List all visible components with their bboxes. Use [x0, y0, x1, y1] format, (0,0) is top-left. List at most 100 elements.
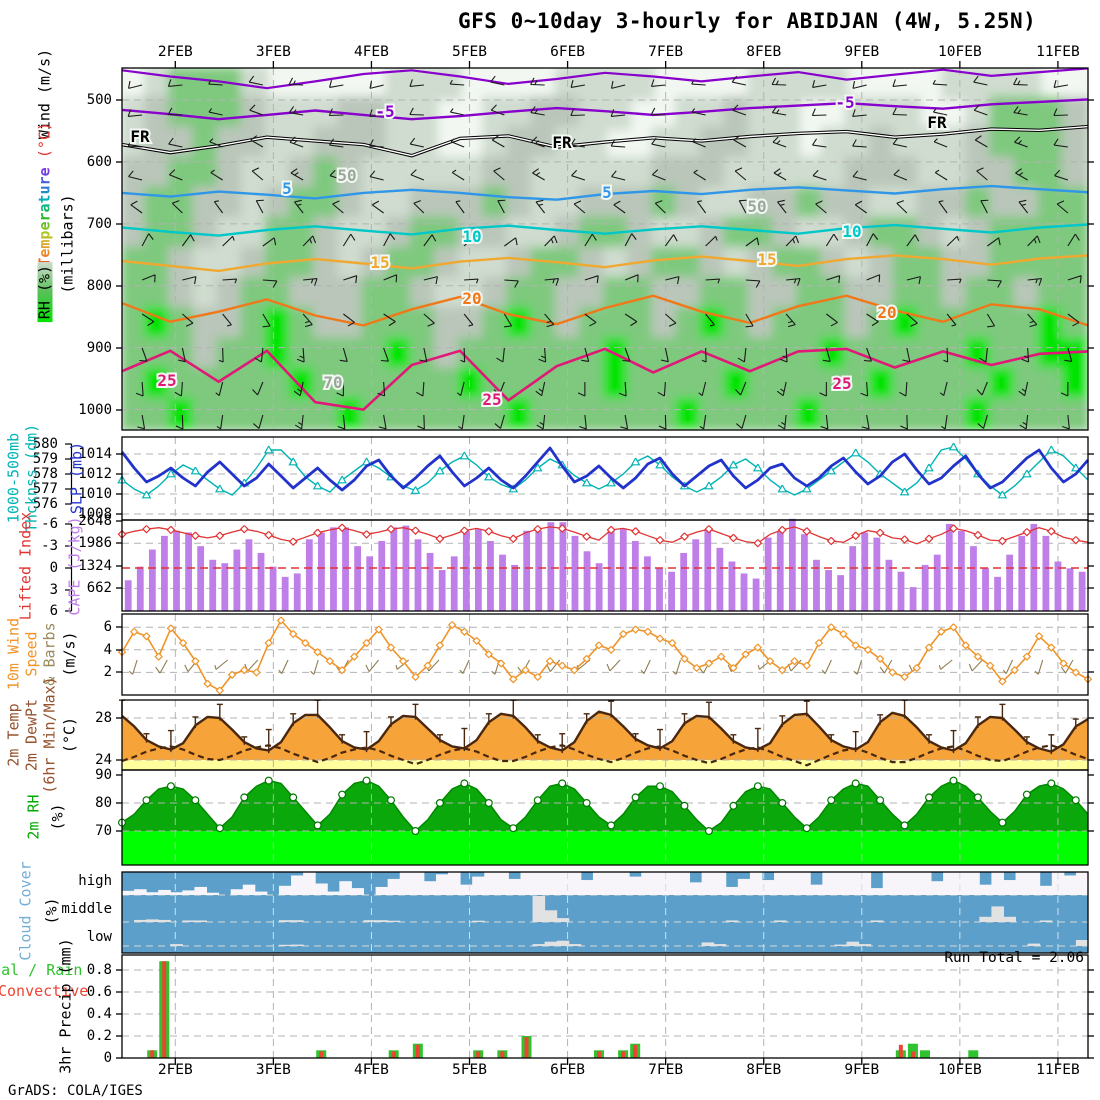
ytick-label: 28 — [95, 710, 112, 726]
date-label-bottom: 8FEB — [746, 1062, 782, 1078]
date-label-bottom: 6FEB — [550, 1062, 586, 1078]
axis-title: (millibars) — [58, 194, 77, 294]
axis-title: RH (%) — [36, 261, 54, 323]
ytick-label: 80 — [95, 795, 112, 811]
date-label-top: 2FEB — [157, 44, 193, 60]
date-label-bottom: 3FEB — [255, 1062, 291, 1078]
contour-label: -5 — [835, 93, 854, 112]
ytick-label: 2 — [103, 664, 112, 680]
ytick-label-outer: 0 — [49, 560, 58, 576]
contour-label: 10 — [842, 222, 861, 241]
axis-title: 1000-500mb — [4, 432, 23, 524]
ytick-label-outer: 578 — [32, 466, 58, 482]
axis-title: 2m Temp — [4, 703, 23, 767]
ytick-label-outer: -3 — [41, 538, 58, 554]
axis-title: CAPE (J/kg) — [65, 516, 84, 616]
date-label-bottom: 7FEB — [648, 1062, 684, 1078]
contour-label: 50 — [337, 166, 356, 185]
ytick-label-outer: 3 — [49, 582, 58, 598]
cloud-row-label: middle — [61, 901, 112, 917]
contour-label: 10 — [462, 227, 481, 246]
date-label-top: 4FEB — [353, 44, 389, 60]
ytick-label: 1986 — [78, 535, 112, 551]
slp-thickness-panel — [117, 437, 1090, 520]
axis-title: (°C) — [60, 716, 79, 754]
ytick-label: 1012 — [78, 466, 112, 482]
cloud-panel — [122, 872, 1089, 953]
contour-label: 25 — [157, 371, 176, 390]
date-label-bottom: 4FEB — [353, 1062, 389, 1078]
contour-label: 25 — [482, 390, 501, 409]
cloud-row-label: high — [78, 873, 112, 889]
ytick-label-outer: 577 — [32, 481, 58, 497]
contour-label: 15 — [757, 250, 776, 269]
contour-label: 15 — [370, 253, 389, 272]
contour-label: 70 — [323, 373, 342, 392]
axis-title: 2m DewPt — [22, 698, 41, 772]
contour-label: -5 — [375, 102, 394, 121]
contour-label: FR — [927, 113, 947, 132]
ytick-label: 6 — [103, 619, 112, 635]
date-label-top: 7FEB — [648, 44, 684, 60]
contour-label: FR — [552, 133, 572, 152]
precip-legend-convective: Convective — [0, 982, 89, 1000]
contour-label: 5 — [282, 179, 292, 198]
date-label-top: 5FEB — [452, 44, 487, 60]
ytick-label: 600 — [86, 154, 112, 170]
ytick-label: 500 — [86, 92, 112, 108]
axis-title: 10m Wind — [4, 617, 23, 691]
rh2m-panel — [117, 770, 1089, 865]
ytick-label: 700 — [86, 216, 112, 232]
ytick-label: 0.2 — [86, 1028, 112, 1044]
cloud-row-label: low — [86, 929, 112, 945]
ytick-label: 90 — [95, 767, 112, 783]
date-label-top: 3FEB — [255, 44, 291, 60]
run-total-label: Run Total = 2.06 — [944, 950, 1084, 966]
date-label-bottom: 9FEB — [844, 1062, 880, 1078]
axis-title: 3hr Precip (mm) — [56, 938, 75, 1074]
date-label-top: 11FEB — [1036, 44, 1080, 60]
wind10-panel — [117, 614, 1093, 695]
ytick-label: 1324 — [78, 558, 112, 574]
ytick-label-outer: -6 — [41, 516, 58, 532]
ytick-label: 900 — [86, 340, 112, 356]
axis-title: Lifted Index — [16, 511, 35, 621]
temp-panel — [119, 699, 1089, 770]
ytick-label: 0.4 — [86, 1006, 112, 1022]
ytick-label: 70 — [95, 823, 112, 839]
date-label-bottom: 2FEB — [157, 1062, 193, 1078]
ytick-label: 1000 — [78, 402, 112, 418]
precip-panel — [122, 955, 1088, 1058]
axis-title: Temperature — [35, 167, 54, 267]
date-label-top: 9FEB — [844, 44, 880, 60]
upper-wind-barbs — [127, 75, 1082, 430]
ytick-label: 0.6 — [86, 984, 112, 1000]
ytick-label: 800 — [86, 278, 112, 294]
date-label-bottom: 11FEB — [1036, 1062, 1080, 1078]
axis-title: Speed — [22, 631, 41, 677]
axis-title: (m/s) — [60, 631, 79, 677]
axis-title: (6hr Min/Max) — [40, 676, 59, 794]
ytick-label-outer: 580 — [32, 436, 58, 452]
ytick-label: 1014 — [78, 446, 112, 462]
date-label-top: 6FEB — [550, 44, 586, 60]
ytick-label: 24 — [95, 752, 112, 768]
contour-label: 5 — [602, 183, 612, 202]
date-label-top: 10FEB — [938, 44, 982, 60]
precip-legend-total: Total / Rain — [0, 961, 83, 979]
contour-label: 25 — [832, 374, 851, 393]
contour-label: 50 — [747, 197, 766, 216]
date-label-bottom: 5FEB — [452, 1062, 487, 1078]
axis-title: (%) — [42, 897, 61, 925]
cape-li-panel — [117, 518, 1089, 611]
date-label-top: 8FEB — [746, 44, 782, 60]
date-label-bottom: 10FEB — [938, 1062, 982, 1078]
contour-label: FR — [130, 127, 150, 146]
ytick-label-outer: 6 — [49, 603, 58, 619]
axis-title: SLP (mb) — [67, 441, 86, 515]
contour-label: 20 — [877, 303, 896, 322]
axis-title: Cloud Cover — [16, 861, 35, 961]
upper-air-panel: -5 -5 FR FR FR 5 5 10 10 15 15 20 20 25 25 25 50 50 70 — [122, 68, 1088, 430]
axis-title: (°C) — [35, 121, 54, 159]
